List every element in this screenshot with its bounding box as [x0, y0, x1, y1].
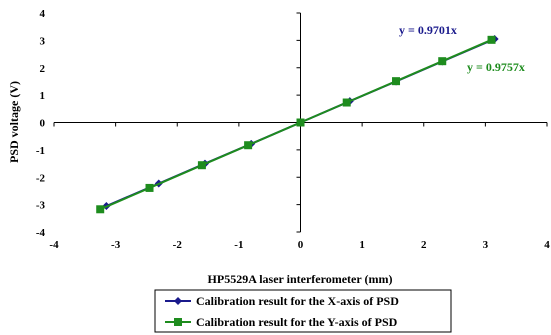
data-point-y: [146, 184, 154, 192]
data-point-y: [198, 161, 206, 169]
plot-area: -4 -3 -2 -1 0 1 2 3 4 -4 -3 -2 -1 0 1 2 3 4: [36, 8, 550, 251]
legend-item-x: Calibration result for the X-axis of PSD: [165, 294, 399, 308]
data-point-y: [488, 36, 496, 44]
series-y: [96, 36, 495, 213]
x-tick-label: 2: [421, 239, 427, 251]
legend: Calibration result for the X-axis of PSD…: [155, 290, 451, 332]
x-tick-label: -2: [173, 239, 183, 251]
y-tick-label: -1: [36, 145, 45, 157]
y-tick-label: 2: [40, 63, 46, 75]
data-point-y: [297, 119, 305, 127]
y-tick-label: -4: [36, 227, 46, 239]
data-point-y: [244, 141, 252, 149]
y-tick-label: 0: [40, 118, 46, 130]
y-tick-label: 4: [40, 8, 46, 20]
x-tick-label: -1: [234, 239, 243, 251]
legend-label-y: Calibration result for the Y-axis of PSD: [196, 315, 398, 329]
data-point-y: [96, 205, 104, 213]
legend-marker-y: [174, 318, 182, 326]
equation-x-axis: y = 0.9701x: [399, 23, 457, 37]
y-ticks: -4 -3 -2 -1 0 1 2 3 4: [36, 8, 301, 239]
data-point-y: [343, 99, 351, 107]
data-point-y: [392, 77, 400, 85]
y-tick-label: -3: [36, 200, 46, 212]
x-tick-label: 3: [483, 239, 489, 251]
x-tick-label: 0: [298, 239, 304, 251]
x-axis-title: HP5529A laser interferometer (mm): [208, 272, 393, 286]
y-axis-title: PSD voltage (V): [7, 81, 21, 163]
x-tick-label: 4: [544, 239, 550, 251]
y-tick-label: -2: [36, 172, 46, 184]
legend-item-y: Calibration result for the Y-axis of PSD: [165, 315, 398, 329]
y-tick-label: 3: [40, 35, 46, 47]
x-tick-label: -4: [49, 239, 59, 251]
x-tick-label: 1: [359, 239, 365, 251]
series-layer: [96, 35, 498, 213]
equation-y-axis: y = 0.9757x: [467, 60, 525, 74]
y-tick-label: 1: [40, 90, 46, 102]
series-line-y: [100, 40, 491, 209]
x-tick-label: -3: [111, 239, 121, 251]
data-point-y: [438, 57, 446, 65]
legend-label-x: Calibration result for the X-axis of PSD: [196, 294, 399, 308]
